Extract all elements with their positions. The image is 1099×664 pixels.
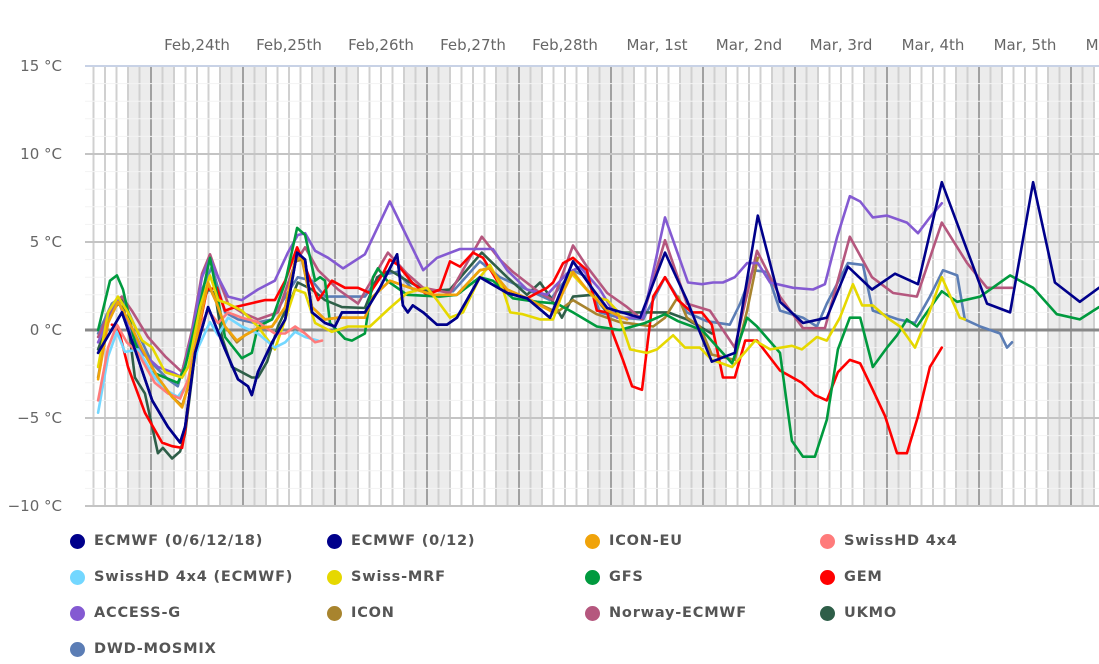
y-tick-label: 15 °C (20, 57, 62, 75)
series-lines (96, 180, 1099, 460)
legend-item[interactable]: ECMWF (0/6/12/18) (70, 528, 263, 554)
legend-item[interactable]: Norway-ECMWF (585, 600, 747, 626)
series-line-icon-eu (96, 256, 629, 409)
legend-marker-icon (585, 569, 600, 585)
y-axis: 15 °C 10 °C 5 °C 0 °C −5 °C −10 °C (8, 57, 1099, 515)
x-axis: Feb,24th Feb,25th Feb,26th Feb,27th Feb,28th… (164, 36, 1099, 54)
legend-label: ICON (351, 605, 395, 621)
legend-item[interactable]: ECMWF (0/12) (327, 528, 475, 554)
legend-marker-icon (70, 605, 85, 621)
legend-item[interactable]: ACCESS-G (70, 600, 181, 626)
legend-label: GEM (844, 569, 883, 585)
y-tick-label: −10 °C (8, 497, 62, 515)
legend-item[interactable]: Swiss-MRF (327, 564, 446, 590)
x-tick-label: Feb,24th (164, 36, 230, 54)
legend-marker-icon (327, 533, 342, 549)
x-tick-label: Feb,27th (440, 36, 506, 54)
series-line-swisshd-4x4-ecmwf (96, 316, 320, 415)
legend-marker-icon (70, 533, 85, 549)
legend-label: Norway-ECMWF (609, 605, 747, 621)
legend-label: ECMWF (0/12) (351, 533, 476, 549)
legend-marker-icon (820, 605, 835, 621)
legend-label: ECMWF (0/6/12/18) (94, 533, 264, 549)
legend-item[interactable]: SwissHD 4x4 (ECMWF) (70, 564, 293, 590)
x-tick-label: Feb,28th (532, 36, 598, 54)
series-line-ecmwf-0-6-12-18 (96, 251, 609, 444)
legend-marker-icon (327, 605, 342, 621)
legend-item[interactable]: ICON (327, 600, 395, 626)
legend-item[interactable]: SwissHD 4x4 (820, 528, 958, 554)
x-tick-label: Mar, 1st (626, 36, 687, 54)
y-tick-label: 5 °C (30, 233, 62, 251)
x-tick-label: Mar, 4th (902, 36, 965, 54)
x-tick-label: Mar, 2nd (716, 36, 782, 54)
legend-marker-icon (820, 533, 835, 549)
temperature-chart: 15 °C10 °C5 °C0 °C−5 °C−10 °C Feb,24th Fe… (8, 36, 1099, 515)
x-tick-label: Mar, 5th (994, 36, 1057, 54)
legend-label: Swiss-MRF (351, 569, 446, 585)
legend-label: ACCESS-G (94, 605, 181, 621)
legend-marker-icon (70, 641, 85, 657)
legend-label: SwissHD 4x4 (ECMWF) (94, 569, 294, 585)
legend-label: GFS (609, 569, 644, 585)
y-tick-label: 0 °C (30, 321, 62, 339)
y-tick-label: −5 °C (17, 409, 62, 427)
legend-label: UKMO (844, 605, 897, 621)
x-tick-label: Feb,25th (256, 36, 322, 54)
y-tick-label: 10 °C (20, 145, 62, 163)
x-tick-label: Feb,26th (348, 36, 414, 54)
legend-marker-icon (70, 569, 85, 585)
legend-item[interactable]: GEM (820, 564, 883, 590)
series-line-swiss-mrf (96, 263, 967, 379)
legend-marker-icon (327, 569, 342, 585)
x-tick-label: Mar, 3rd (810, 36, 873, 54)
legend-item[interactable]: DWD-MOSMIX (70, 636, 217, 662)
legend-item[interactable]: GFS (585, 564, 644, 590)
x-tick-label: Mar, 6th (1086, 36, 1099, 54)
legend-marker-icon (585, 533, 600, 549)
legend-marker-icon (820, 569, 835, 585)
legend-marker-icon (585, 605, 600, 621)
legend-label: SwissHD 4x4 (844, 533, 958, 549)
legend-label: DWD-MOSMIX (94, 641, 217, 657)
legend-label: ICON-EU (609, 533, 683, 549)
legend-item[interactable]: ICON-EU (585, 528, 683, 554)
legend-item[interactable]: UKMO (820, 600, 897, 626)
